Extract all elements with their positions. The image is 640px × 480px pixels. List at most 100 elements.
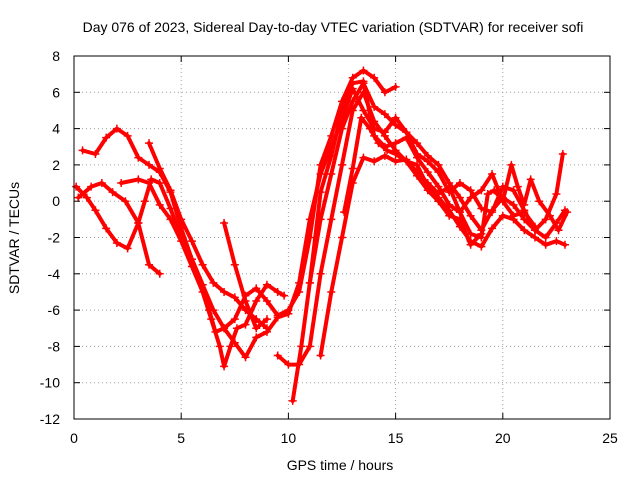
data-point — [455, 215, 464, 224]
data-point — [374, 139, 383, 148]
data-point — [327, 215, 336, 224]
data-point — [530, 233, 539, 242]
data-point — [72, 182, 81, 191]
data-point — [552, 237, 561, 246]
chart-title: Day 076 of 2023, Sidereal Day-to-day VTE… — [83, 19, 584, 35]
data-point — [327, 151, 336, 160]
data-point — [558, 150, 567, 159]
data-point — [488, 206, 497, 215]
data-point — [220, 287, 229, 296]
data-point — [391, 150, 400, 159]
data-point — [297, 342, 306, 351]
data-point — [509, 200, 518, 209]
x-tick-label: 20 — [495, 430, 511, 446]
data-point — [563, 208, 572, 217]
data-point — [327, 287, 336, 296]
data-point — [288, 396, 297, 405]
data-point — [134, 218, 143, 227]
data-point — [338, 160, 346, 169]
series-track-10 — [307, 79, 537, 285]
data-point — [102, 133, 111, 142]
y-tick-label: 8 — [52, 48, 60, 64]
data-point — [230, 260, 239, 269]
data-point — [316, 351, 325, 360]
data-point — [155, 200, 164, 209]
y-tick-label: 0 — [52, 193, 60, 209]
data-point — [380, 151, 389, 160]
data-point — [383, 146, 392, 155]
data-point — [391, 120, 400, 129]
data-point — [520, 226, 529, 235]
data-point — [252, 284, 261, 293]
data-point — [357, 113, 366, 122]
data-point — [545, 211, 554, 220]
data-point — [365, 124, 374, 133]
data-point — [359, 66, 368, 75]
data-point — [166, 215, 175, 224]
data-point — [305, 278, 314, 287]
data-point — [541, 233, 550, 242]
data-point — [121, 197, 130, 206]
data-point — [541, 240, 550, 249]
data-point — [560, 240, 569, 249]
data-point — [413, 160, 422, 169]
data-point — [402, 133, 411, 142]
data-point — [466, 193, 475, 202]
data-point — [413, 153, 422, 162]
data-point — [220, 218, 229, 227]
axis-ticks: 0 5 10 15 20 25 -12 -10 -8 -6 -4 -2 0 2 4 6 8 — [40, 48, 618, 446]
data-point — [241, 320, 250, 329]
data-point — [273, 313, 282, 322]
data-point — [305, 215, 314, 224]
data-point — [252, 333, 261, 342]
data-point — [552, 189, 561, 198]
data-point — [155, 269, 164, 278]
data-point — [466, 211, 475, 220]
data-point — [370, 157, 379, 166]
y-tick-label: 6 — [52, 84, 60, 100]
data-point — [262, 280, 271, 289]
data-point — [488, 224, 497, 233]
data-point — [423, 179, 432, 188]
data-point — [187, 262, 196, 271]
data-point — [402, 157, 411, 166]
data-point — [230, 315, 239, 324]
x-tick-label: 10 — [281, 430, 297, 446]
data-point — [526, 175, 535, 184]
data-point — [284, 360, 293, 369]
data-point — [134, 175, 143, 184]
data-point — [348, 79, 357, 88]
data-point — [215, 342, 224, 351]
data-point — [466, 186, 475, 195]
data-point — [455, 179, 464, 188]
data-point — [220, 362, 229, 371]
data-point — [280, 291, 289, 300]
data-point — [108, 188, 117, 197]
data-point — [97, 179, 106, 188]
data-point — [477, 242, 486, 251]
data-point — [252, 297, 261, 306]
data-point — [145, 260, 154, 269]
y-tick-label: -2 — [48, 230, 61, 246]
data-point — [434, 197, 443, 206]
data-point — [134, 153, 143, 162]
data-point — [348, 164, 357, 173]
data-point — [316, 169, 325, 178]
data-point — [166, 186, 175, 195]
series-track-1 — [80, 68, 398, 331]
data-point — [117, 179, 126, 188]
data-point — [340, 208, 349, 217]
data-point — [434, 160, 443, 169]
data-point — [316, 269, 325, 278]
x-tick-label: 5 — [177, 430, 185, 446]
data-point — [466, 240, 475, 249]
y-tick-label: 4 — [52, 121, 60, 137]
x-axis-label: GPS time / hours — [287, 457, 394, 473]
data-point — [455, 193, 464, 202]
data-point — [145, 160, 154, 169]
data-point — [295, 278, 304, 287]
data-point — [207, 315, 216, 324]
data-point — [123, 131, 132, 140]
data-point — [520, 200, 529, 209]
data-point — [187, 237, 196, 246]
